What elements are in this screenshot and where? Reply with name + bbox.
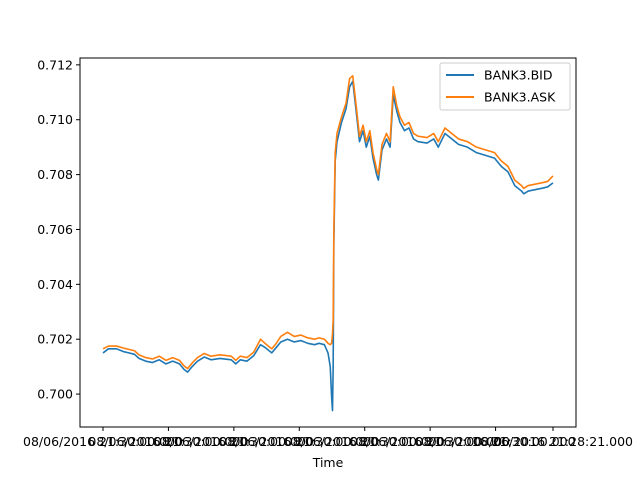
legend-label-ask: BANK3.ASK bbox=[484, 90, 556, 105]
plot-area-background bbox=[80, 58, 576, 427]
x-tick-label: 08/06/2016 21:28:21.000 bbox=[473, 434, 633, 449]
x-tick-label: 08/06/2016 21:30:00.000 bbox=[416, 434, 576, 449]
legend: BANK3.BID BANK3.ASK bbox=[439, 62, 571, 111]
x-tick-label: 08/06/2016 21:30:00.000 bbox=[285, 434, 445, 449]
x-axis-label: Time bbox=[312, 455, 344, 470]
x-tick-label: 08/06/2016 21:30:00.000 bbox=[350, 434, 510, 449]
series-line-ask bbox=[102, 75, 554, 370]
legend-label-bid: BANK3.BID bbox=[484, 68, 553, 83]
y-tick-label: 0.710 bbox=[37, 112, 73, 127]
x-tick-label: 08/06/2016 21:30:00.000 bbox=[88, 434, 248, 449]
x-tick-label: 08/06/2016 21:30:00.000 bbox=[154, 434, 314, 449]
y-axis: 0.700 0.702 0.704 0.706 0.708 0.710 0.712 bbox=[37, 57, 80, 402]
series-layer bbox=[102, 75, 554, 412]
y-tick-label: 0.702 bbox=[37, 332, 73, 347]
x-tick-label: 08/06/2016 21:30:00.000 bbox=[23, 434, 183, 449]
y-tick-label: 0.706 bbox=[37, 222, 73, 237]
plot-area-frame bbox=[79, 57, 577, 428]
y-tick-label: 0.712 bbox=[37, 57, 73, 72]
y-tick-label: 0.700 bbox=[37, 387, 73, 402]
x-tick-label: 08/06/2016 21:30:00.000 bbox=[219, 434, 379, 449]
y-tick-label: 0.704 bbox=[37, 277, 73, 292]
y-tick-label: 0.708 bbox=[37, 167, 73, 182]
